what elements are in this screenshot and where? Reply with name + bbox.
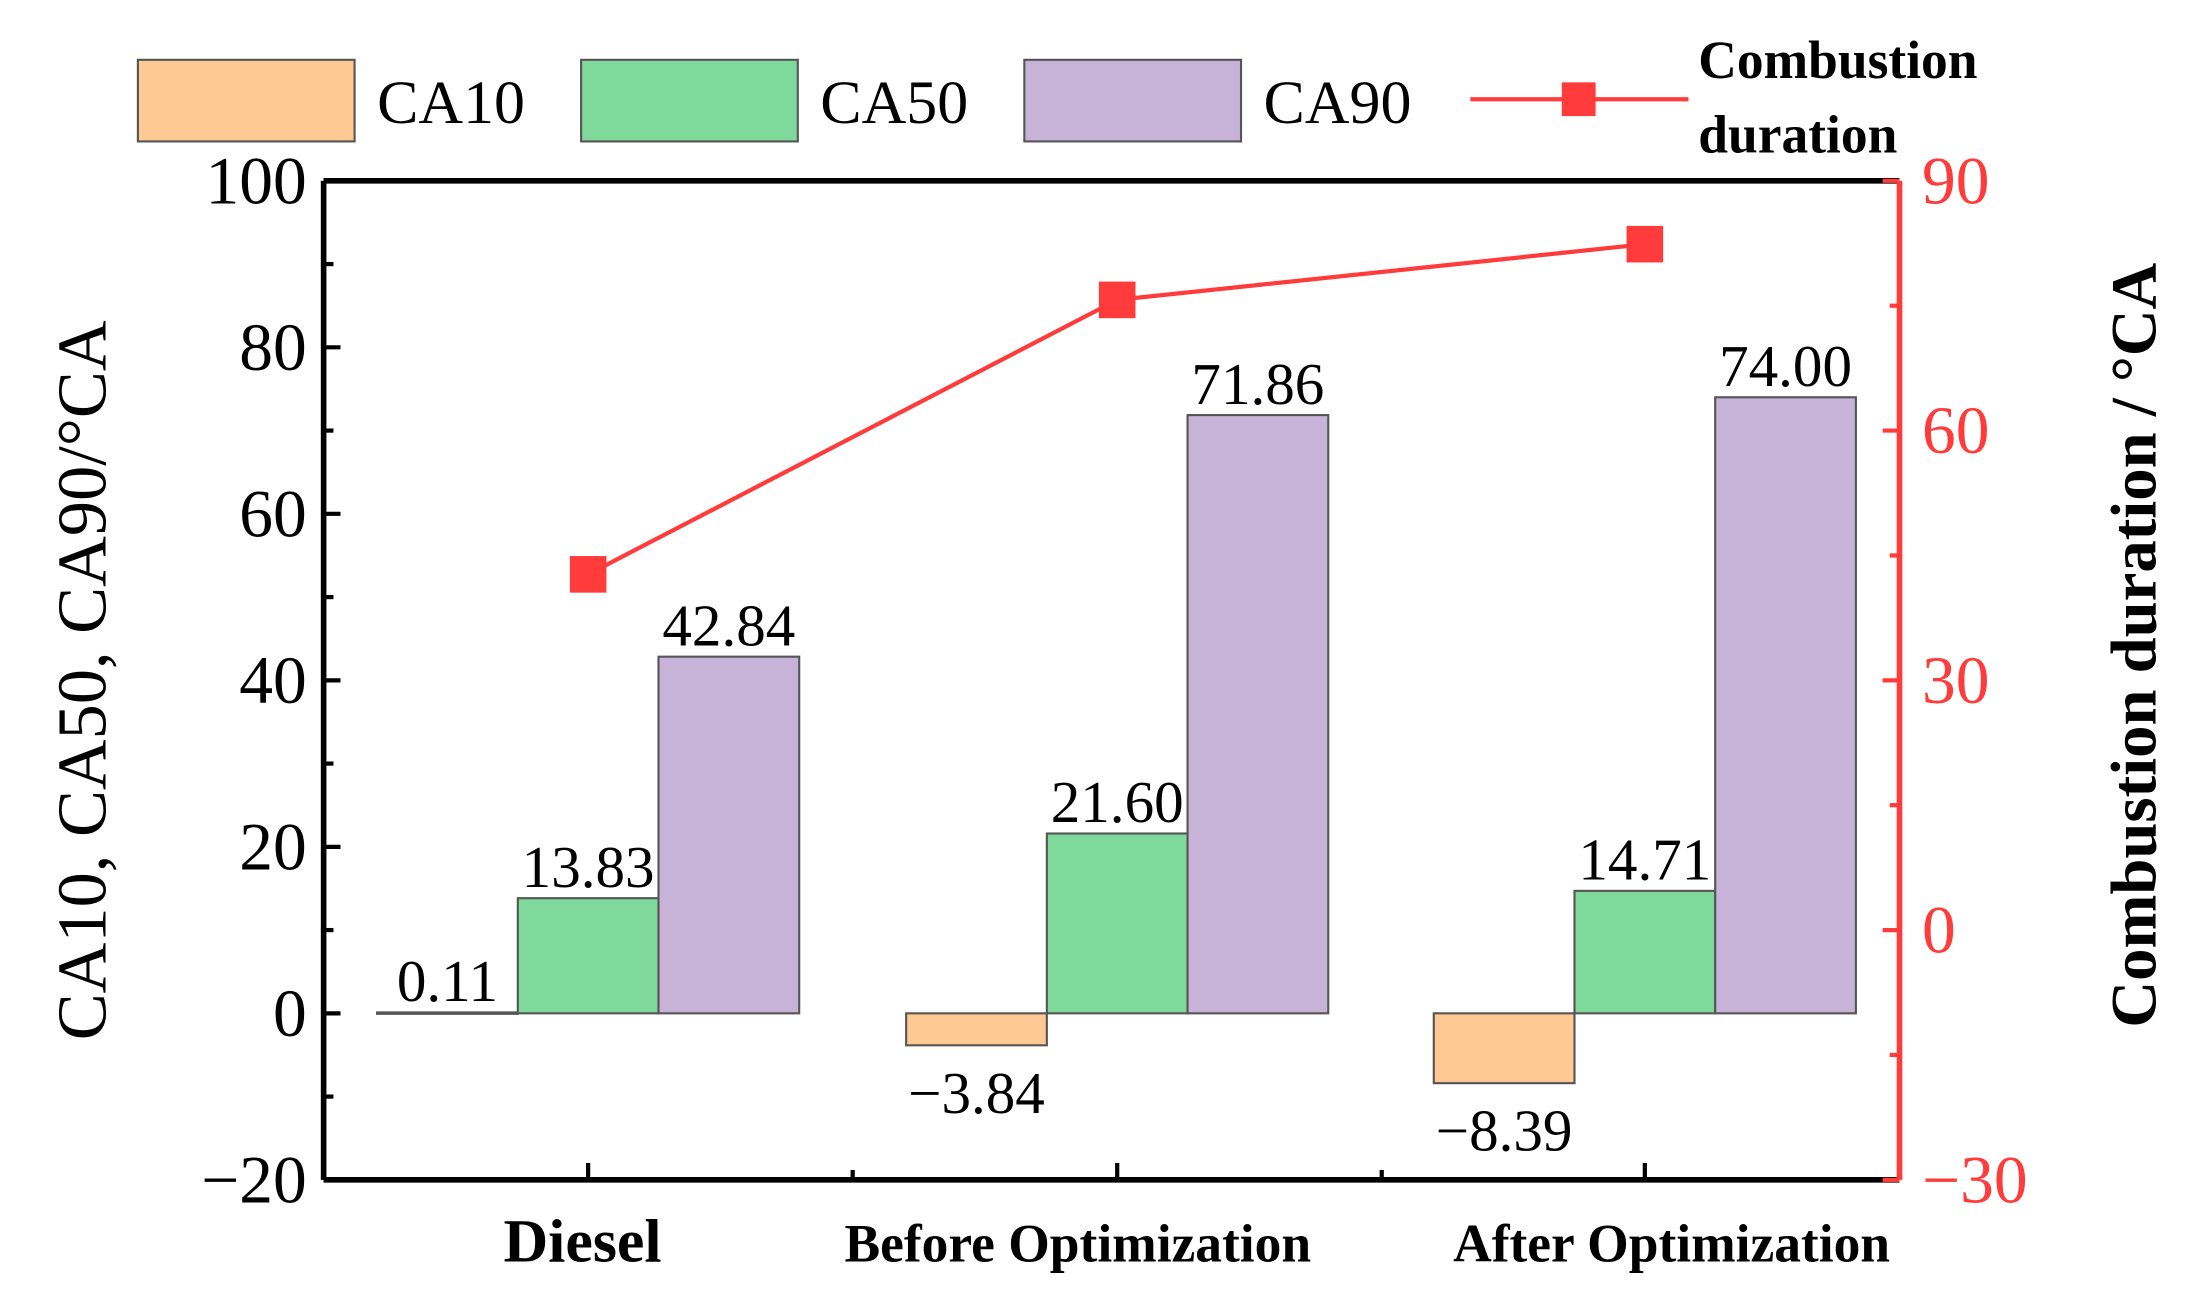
y-tick-label: 40	[239, 643, 307, 718]
bar-ca50	[1045, 832, 1189, 1015]
y-axis-title: CA10, CA50, CA90/°CA	[44, 320, 122, 1040]
bar-ca90	[1186, 414, 1330, 1015]
y-right-tick-label: 60	[1922, 393, 1990, 468]
x-tick-label: Before Optimization	[844, 1213, 1311, 1273]
data-label: 13.83	[522, 834, 655, 900]
bar-ca50	[516, 897, 660, 1015]
y-tick-label: 100	[205, 143, 306, 218]
x-tick-label: After Optimization	[1453, 1213, 1890, 1273]
combustion-duration-line	[569, 225, 1664, 593]
bar-ca10	[905, 1012, 1048, 1047]
y-tick-label: 60	[239, 476, 307, 551]
y-tick-label: 20	[239, 809, 307, 884]
bar-ca50	[1573, 889, 1717, 1015]
bar-ca90	[1714, 396, 1857, 1015]
legend-label: CA50	[820, 69, 968, 137]
ticks: −20 0 20 40 60 80 100 −30 0 30 60 90 Diesel Before Op…	[201, 143, 2027, 1275]
data-label: 42.84	[662, 592, 795, 658]
y-axis-right-title: Combustion duration / °CA	[2098, 262, 2170, 1027]
line-marker	[1098, 281, 1136, 319]
bar-ca10	[1432, 1012, 1576, 1085]
legend-label: duration	[1698, 105, 1897, 165]
data-label: −8.39	[1436, 1098, 1573, 1164]
legend-line-marker	[1561, 82, 1596, 117]
legend-label: Combustion	[1698, 30, 1977, 90]
data-label: 21.60	[1051, 769, 1184, 835]
y-tick-label: −20	[201, 1142, 307, 1217]
y-right-tick-label: −30	[1922, 1142, 2028, 1217]
plot-frame	[320, 178, 1903, 1183]
data-label: 0.11	[397, 948, 498, 1014]
legend-swatch-ca10	[136, 58, 356, 143]
legend-swatch-ca50	[580, 58, 799, 143]
line-marker	[1626, 225, 1664, 263]
bars: 0.11 −3.84 −8.39 13.83 21.60 14.71 42.84 71.86 7…	[376, 333, 1857, 1164]
legend-swatch-ca90	[1023, 58, 1243, 143]
y-right-tick-label: 0	[1922, 893, 1956, 968]
line-marker	[569, 556, 607, 593]
data-label: 71.86	[1191, 351, 1324, 417]
bar-ca90	[657, 655, 801, 1015]
legend-label: CA10	[377, 69, 525, 137]
data-label: 74.00	[1719, 333, 1852, 399]
data-label: 14.71	[1578, 827, 1711, 893]
y-tick-label: 0	[273, 976, 307, 1051]
data-label: −3.84	[908, 1060, 1045, 1126]
y-right-tick-label: 90	[1922, 143, 1990, 218]
x-tick-label: Diesel	[503, 1207, 661, 1275]
legend: CA10 CA50 CA90 Combustion duration	[136, 30, 1978, 165]
legend-label: CA90	[1264, 69, 1412, 137]
y-tick-label: 80	[239, 310, 307, 385]
y-right-tick-label: 30	[1922, 643, 1990, 718]
